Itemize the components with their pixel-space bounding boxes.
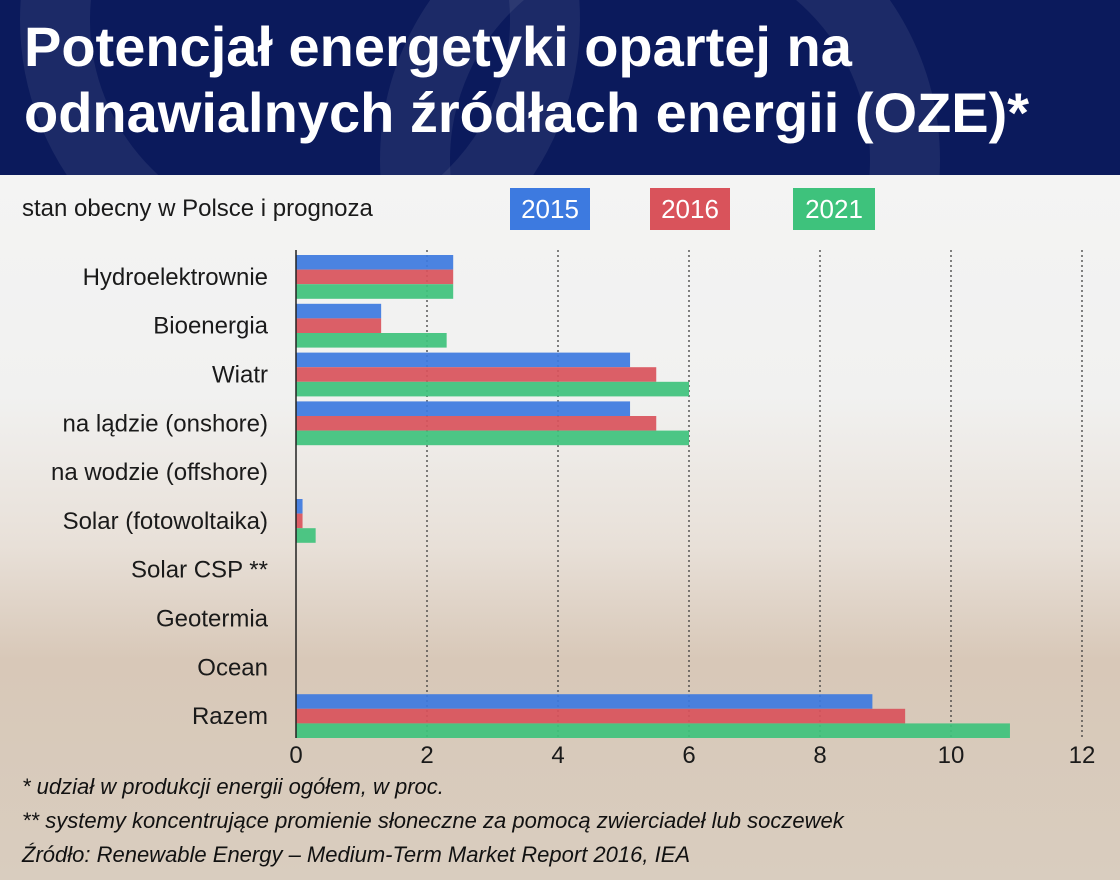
category-label: Bioenergia: [153, 313, 268, 340]
x-tick-label: 6: [682, 742, 695, 769]
chart-title: Potencjał energetyki opartej na odnawial…: [24, 15, 1030, 144]
x-tick-label: 4: [551, 742, 564, 769]
x-tick-label: 0: [289, 742, 302, 769]
bar-2021-1: [296, 333, 447, 348]
footnote-source: Źródło: Renewable Energy – Medium-Term M…: [22, 842, 691, 867]
bar-2015-5: [296, 499, 303, 514]
bar-2021-2: [296, 381, 689, 397]
legend-item-2015: 2015: [510, 188, 590, 230]
bar-2021-5: [296, 528, 316, 543]
bar-2015-0: [296, 255, 454, 270]
x-tick-label: 8: [813, 742, 826, 769]
bar-2016-9: [296, 708, 906, 724]
category-label: Hydroelektrownie: [83, 264, 268, 291]
decorative-ring: [380, 0, 940, 175]
category-label: Geotermia: [156, 606, 269, 633]
legend-item-2021: 2021: [793, 188, 875, 230]
bar-2015-1: [296, 303, 382, 319]
header-banner: Potencjał energetyki opartej na odnawial…: [0, 0, 1120, 175]
category-label: Solar CSP **: [131, 557, 268, 584]
category-label: Wiatr: [212, 362, 268, 389]
footnote-csp: ** systemy koncentrujące promienie słone…: [22, 808, 844, 833]
bar-2016-5: [296, 513, 303, 529]
legend-item-2016: 2016: [650, 188, 730, 230]
bar-2016-3: [296, 416, 657, 431]
bar-2021-3: [296, 430, 689, 446]
category-label: na lądzie (onshore): [63, 410, 268, 437]
x-tick-label: 10: [938, 742, 965, 769]
footnote-share: * udział w produkcji energii ogółem, w p…: [22, 774, 444, 799]
chart-subtitle: stan obecny w Polsce i prognoza: [22, 195, 373, 222]
x-tick-label: 12: [1069, 742, 1096, 769]
category-label: na wodzie (offshore): [51, 459, 268, 486]
x-tick-label: 2: [420, 742, 433, 769]
bar-2015-2: [296, 352, 631, 368]
category-label: Ocean: [197, 654, 268, 681]
bar-2016-1: [296, 318, 382, 333]
bar-2015-9: [296, 694, 873, 709]
category-label: Razem: [192, 703, 268, 730]
bar-2016-2: [296, 367, 657, 382]
bar-2016-0: [296, 269, 454, 285]
bar-2015-3: [296, 401, 631, 416]
category-label: Solar (fotowoltaika): [63, 508, 268, 535]
bar-2021-9: [296, 723, 1010, 738]
bar-2021-0: [296, 284, 454, 299]
